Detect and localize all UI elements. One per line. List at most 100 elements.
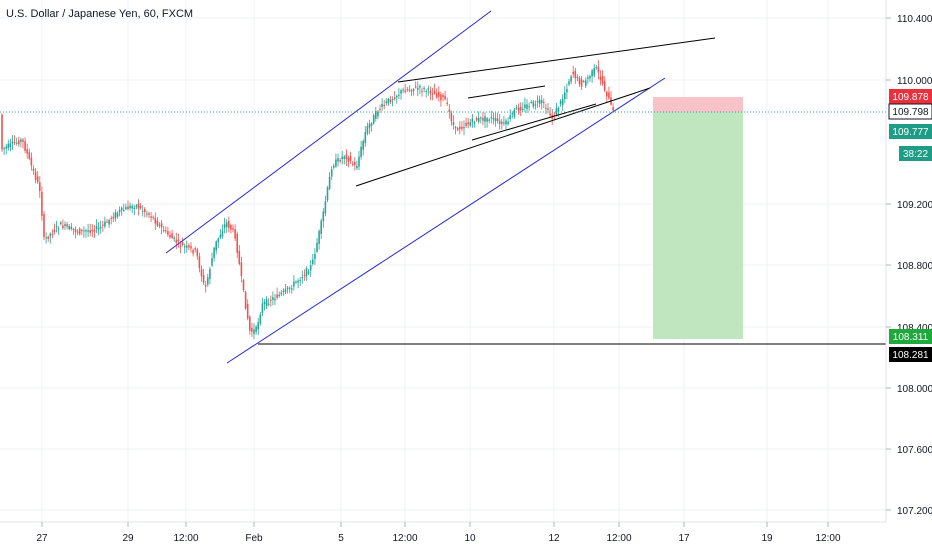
candle-body: [108, 220, 110, 225]
candle-body: [431, 93, 434, 95]
price-tick-label: 107.200: [897, 506, 932, 517]
candle-body: [396, 95, 398, 98]
candle-body: [524, 104, 526, 108]
candle-body: [20, 139, 22, 142]
flag-lower-line[interactable]: [471, 103, 597, 141]
candle-body: [515, 107, 518, 109]
candle-body: [234, 229, 236, 239]
candle-body: [578, 77, 581, 85]
candle-body: [165, 230, 167, 232]
candle-body: [64, 224, 66, 226]
candle-body: [442, 94, 444, 98]
candle-body: [169, 235, 171, 238]
drawings[interactable]: [0, 10, 886, 364]
candle-body: [519, 106, 522, 111]
candle-body: [244, 291, 247, 309]
candle-body: [13, 142, 16, 143]
candle-body: [1, 114, 3, 150]
candle-body: [160, 223, 163, 228]
candle-body: [341, 156, 343, 159]
candle-body: [66, 224, 68, 227]
candle-body: [198, 256, 201, 269]
candle-body: [301, 277, 304, 279]
candle-body: [267, 303, 270, 305]
candle-body: [110, 218, 112, 219]
candle-body: [522, 109, 524, 110]
candle-body: [261, 303, 264, 314]
candle-body: [484, 116, 486, 122]
entry-price-label: 109.798: [892, 107, 929, 118]
candle-body: [123, 209, 125, 211]
candle-body: [320, 220, 322, 234]
candle-body: [456, 128, 459, 131]
candle-body: [372, 115, 375, 124]
candle-body: [454, 126, 457, 128]
time-tick-label: 12:00: [173, 533, 198, 544]
candle-body: [324, 201, 327, 214]
time-tick-label: Feb: [245, 533, 263, 544]
candle-body: [265, 299, 268, 307]
candle-body: [387, 98, 390, 104]
candle-body: [215, 241, 217, 251]
candle-body: [587, 77, 589, 79]
candle-body: [112, 216, 115, 219]
price-tick-label: 110.400: [897, 14, 932, 25]
candle-body: [293, 281, 295, 287]
candle-body: [118, 209, 121, 213]
candle-body: [249, 316, 251, 331]
candle-body: [385, 101, 388, 104]
candle-body: [87, 230, 89, 232]
candle-body: [404, 90, 406, 93]
wedge-upper-line[interactable]: [397, 37, 716, 83]
candle-body: [104, 221, 106, 227]
candle-body: [530, 102, 532, 103]
candle-body: [364, 132, 367, 144]
candle-body: [303, 274, 306, 276]
candle-body: [423, 88, 425, 90]
candle-body: [398, 94, 400, 96]
candle-body: [561, 98, 564, 106]
candle-body: [307, 271, 310, 274]
candle-body: [448, 109, 451, 113]
target-price-label-box: [889, 329, 932, 344]
candle-body: [236, 234, 238, 253]
candle-body: [427, 88, 430, 90]
wedge-lower-line[interactable]: [355, 87, 651, 187]
candle-body: [540, 100, 543, 103]
channel-upper-line[interactable]: [165, 10, 492, 254]
position-zones[interactable]: [653, 97, 743, 339]
price-axis[interactable]: 110.400 110.000 109.200 108.800 108.400 108.0…: [886, 14, 932, 517]
candle-body: [612, 106, 614, 111]
time-axis[interactable]: 27 29 12:00 Feb 5 12:00 10 12 12:00 17 19 12:00: [36, 522, 841, 544]
stop-loss-zone[interactable]: [653, 97, 743, 112]
candle-body: [251, 328, 253, 332]
candle-body: [597, 66, 600, 73]
candle-body: [219, 234, 222, 238]
candle-body: [351, 163, 354, 165]
candle-body: [459, 126, 461, 130]
candle-body: [162, 230, 165, 232]
profit-target-zone[interactable]: [653, 112, 743, 339]
candle-body: [15, 142, 18, 144]
candle-body: [547, 108, 549, 110]
candle-body: [284, 289, 287, 292]
candle-body: [72, 228, 75, 230]
candle-body: [549, 113, 551, 116]
candle-body: [228, 221, 230, 228]
candle-body: [175, 239, 178, 243]
candle-body: [511, 113, 514, 115]
candle-body: [333, 165, 335, 168]
flag-upper-line[interactable]: [467, 85, 546, 99]
candle-body: [114, 212, 117, 219]
candle-body: [179, 245, 182, 247]
price-tick-label: 108.000: [897, 384, 932, 395]
candle-body: [375, 110, 377, 119]
candle-body: [78, 228, 81, 235]
candle-body: [26, 149, 28, 154]
channel-lower-line[interactable]: [226, 77, 666, 364]
candle-body: [57, 228, 60, 230]
candle-body: [349, 156, 352, 161]
candle-body: [379, 108, 381, 110]
